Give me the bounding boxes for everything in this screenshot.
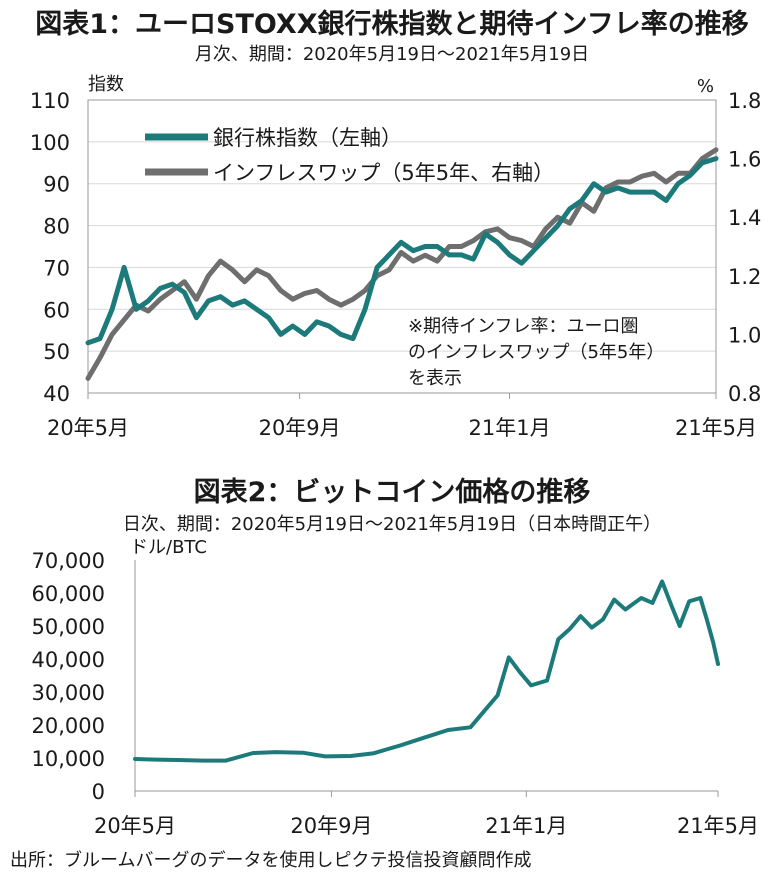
y-right-tick-label: 1.4 [728, 206, 761, 230]
y-tick-label: 30,000 [32, 681, 105, 705]
chart1-subtitle: 月次、期間：2020年5月19日～2021年5月19日 [194, 44, 590, 65]
chart2-subtitle: 日次、期間：2020年5月19日～2021年5月19日（日本時間正午） [122, 514, 662, 535]
y-tick-label: 110 [30, 89, 70, 113]
y-tick-label: 20,000 [32, 714, 105, 738]
series-line-1 [85, 147, 719, 381]
chart1-title: 図表1：ユーロSTOXX銀行株指数と期待インフレ率の推移 [35, 9, 749, 40]
chart2-ylabel: ドル/BTC [130, 537, 207, 558]
x-tick-label: 21年5月 [677, 814, 759, 838]
chart1-ylabel-right: % [697, 76, 714, 97]
y-tick-label: 10,000 [32, 747, 105, 771]
y-tick-label: 60 [43, 298, 70, 322]
y-tick-label: 60,000 [32, 582, 105, 606]
y-tick-label: 0 [92, 780, 105, 804]
x-tick-label: 21年1月 [485, 814, 567, 838]
y-tick-label: 70 [43, 256, 70, 280]
annotation-line-2: のインフレスワップ（5年5年） [408, 342, 664, 363]
chart1-plot: 40 50 60 70 80 90 100 110 0.8 1.0 1.2 1.4 1.6 1.8 20… [30, 74, 762, 440]
y-tick-label: 40,000 [32, 648, 105, 672]
source-note: 出所：ブルームバーグのデータを使用しピクテ投信投資顧問作成 [10, 850, 532, 871]
chart2-title: 図表2：ビットコイン価格の推移 [193, 477, 591, 508]
chart1-legend: 銀行株指数（左軸） インフレスワップ（5年5年、右軸） [145, 126, 554, 185]
y-right-tick-label: 0.8 [728, 382, 761, 406]
y-tick-label: 80 [43, 215, 70, 239]
series-line-0 [133, 579, 720, 763]
chart1-annotation: ※期待インフレ率：ユーロ圏 のインフレスワップ（5年5年） を表示 [408, 316, 664, 389]
annotation-line-3: を表示 [408, 368, 462, 389]
x-tick-label: 21年5月 [675, 416, 757, 440]
y-tick-label: 70,000 [32, 549, 105, 573]
chart1-plot-frame [87, 99, 717, 394]
series-line-0 [85, 156, 719, 346]
x-tick-label: 20年5月 [47, 416, 129, 440]
legend-label-inflation-swap: インフレスワップ（5年5年、右軸） [213, 161, 554, 185]
x-tick-label: 20年9月 [259, 416, 341, 440]
chart1-ylabel-left: 指数 [88, 74, 124, 95]
y-tick-label: 90 [43, 173, 70, 197]
y-right-tick-label: 1.2 [728, 265, 761, 289]
y-tick-label: 40 [43, 382, 70, 406]
x-tick-label: 20年9月 [290, 814, 372, 838]
annotation-line-1: ※期待インフレ率：ユーロ圏 [408, 316, 639, 337]
y-tick-label: 50,000 [32, 615, 105, 639]
y-right-tick-label: 1.8 [728, 89, 761, 113]
x-tick-label: 21年1月 [468, 416, 550, 440]
y-right-tick-label: 1.6 [728, 148, 761, 172]
y-tick-label: 100 [30, 131, 70, 155]
y-tick-label: 50 [43, 340, 70, 364]
legend-label-bank-index: 銀行株指数（左軸） [213, 126, 402, 150]
x-tick-label: 20年5月 [94, 814, 176, 838]
y-right-tick-label: 1.0 [728, 323, 761, 347]
